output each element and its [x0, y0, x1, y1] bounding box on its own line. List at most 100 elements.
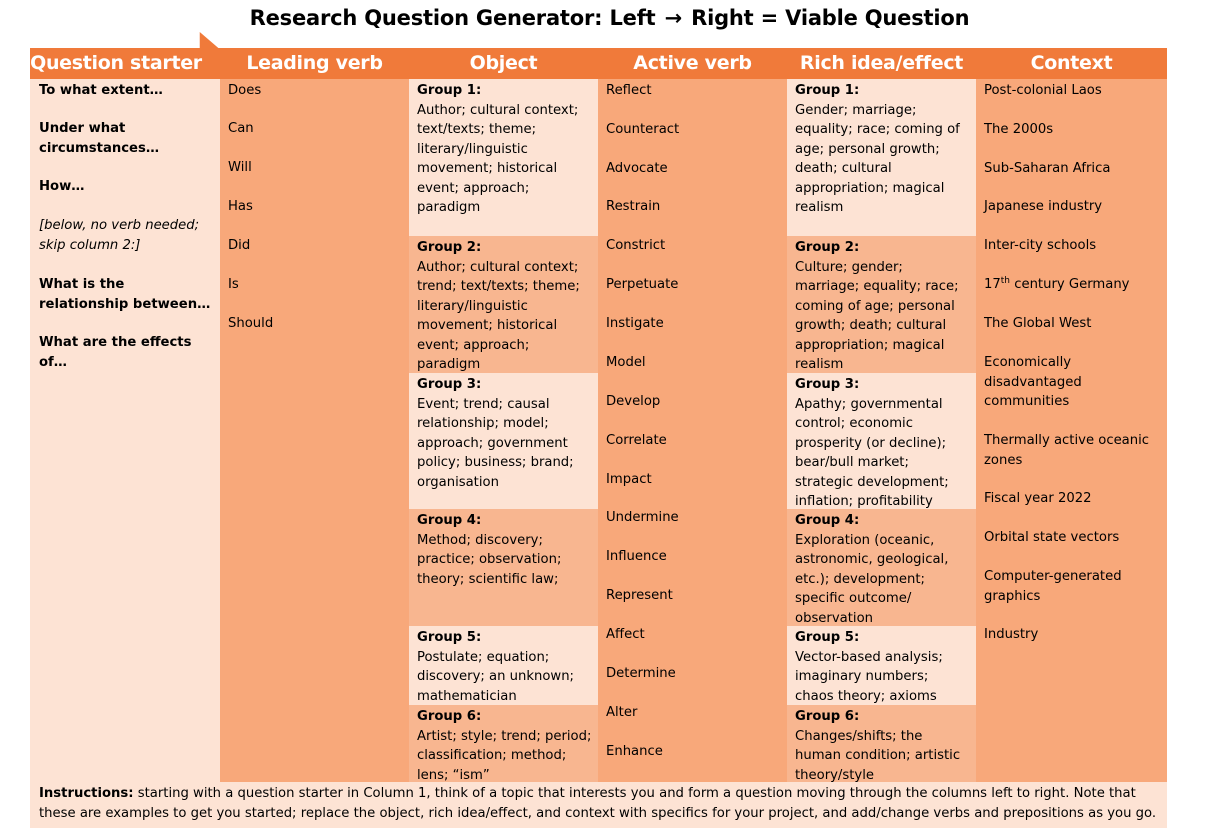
active-verb: Enhance	[606, 744, 663, 759]
object-group: Group 1: Author; cultural context; text/…	[409, 79, 598, 236]
active-verb: Correlate	[606, 433, 667, 448]
group-text: Author; cultural context; trend; text/te…	[417, 259, 580, 373]
leading-verb: Did	[228, 238, 251, 253]
group-text: Vector-based analysis; imaginary numbers…	[795, 649, 943, 704]
group-text: Apathy; governmental control; economic p…	[795, 396, 949, 510]
rich-idea-group: Group 1: Gender; marriage; equality; rac…	[787, 79, 976, 236]
rich-idea-column: Group 1: Gender; marriage; equality; rac…	[787, 79, 976, 783]
context-item: Sub-Saharan Africa	[984, 161, 1111, 176]
active-verb: Model	[606, 355, 646, 370]
context-text: century Germany	[1010, 277, 1130, 292]
active-verb: Counteract	[606, 122, 680, 137]
rich-idea-group: Group 6: Changes/shifts; the human condi…	[787, 705, 976, 783]
group-label: Group 3:	[417, 377, 482, 392]
group-text: Culture; gender; marriage; equality; rac…	[795, 259, 959, 373]
right-arrow-icon: →	[664, 6, 683, 30]
group-label: Group 6:	[417, 709, 482, 724]
group-label: Group 1:	[795, 83, 860, 98]
group-label: Group 2:	[417, 240, 482, 255]
leading-verb-column: Does Can Will Has Did Is Should	[220, 79, 409, 782]
context-item: Industry	[984, 627, 1039, 642]
header-active-verb: Active verb	[633, 52, 752, 74]
rich-idea-group: Group 4: Exploration (oceanic, astronomi…	[787, 509, 976, 626]
page-title: Research Question Generator: Left → Righ…	[0, 6, 1219, 30]
context-column: Post-colonial Laos The 2000s Sub-Saharan…	[976, 79, 1167, 782]
group-label: Group 1:	[417, 83, 482, 98]
question-starter-column: To what extent… Under what circumstances…	[30, 79, 220, 782]
context-item: Japanese industry	[984, 199, 1103, 214]
rich-idea-group: Group 5: Vector-based analysis; imaginar…	[787, 626, 976, 705]
group-label: Group 4:	[795, 513, 860, 528]
active-verb: Impact	[606, 472, 652, 487]
group-label: Group 4:	[417, 513, 482, 528]
title-left: Research Question Generator: Left	[249, 6, 656, 30]
active-verb: Reflect	[606, 83, 652, 98]
context-item: Computer-generated graphics	[984, 569, 1122, 604]
active-verb: Determine	[606, 666, 676, 681]
group-text: Postulate; equation; discovery; an unkno…	[417, 649, 575, 704]
leading-verb: Will	[228, 160, 252, 175]
header-question-starter: Question starter	[30, 52, 202, 74]
question-starter: What is the relationship between…	[39, 277, 211, 312]
active-verb: Advocate	[606, 161, 668, 176]
context-item: The 2000s	[984, 122, 1054, 137]
group-text: Gender; marriage; equality; race; coming…	[795, 102, 960, 216]
header-object: Object	[469, 52, 538, 74]
active-verb: Affect	[606, 627, 645, 642]
leading-verb: Has	[228, 199, 253, 214]
context-item: Economically disadvantaged communities	[984, 355, 1082, 409]
active-verb: Alter	[606, 705, 638, 720]
context-number: 17	[984, 277, 1001, 292]
context-item: Inter-city schools	[984, 238, 1097, 253]
header-rich-idea: Rich idea/effect	[799, 52, 964, 74]
group-text: Event; trend; causal relationship; model…	[417, 396, 574, 490]
group-text: Changes/shifts; the human condition; art…	[795, 728, 961, 783]
active-verb: Constrict	[606, 238, 666, 253]
context-item: The Global West	[984, 316, 1092, 331]
context-item: Orbital state vectors	[984, 530, 1120, 545]
object-group: Group 6: Artist; style; trend; period; c…	[409, 705, 598, 783]
leading-verb: Is	[228, 277, 239, 292]
group-label: Group 5:	[417, 630, 482, 645]
object-group: Group 2: Author; cultural context; trend…	[409, 236, 598, 373]
group-text: Artist; style; trend; period; classifica…	[417, 728, 592, 783]
context-item: Fiscal year 2022	[984, 491, 1092, 506]
leading-verb: Should	[228, 316, 274, 331]
object-column: Group 1: Author; cultural context; text/…	[409, 79, 598, 783]
context-item: Post-colonial Laos	[984, 83, 1102, 98]
context-item: 17th century Germany	[984, 275, 1160, 295]
question-starter: How…	[39, 179, 85, 194]
group-text: Author; cultural context; text/texts; th…	[417, 102, 579, 216]
context-superscript: th	[1000, 276, 1011, 286]
rich-idea-group: Group 3: Apathy; governmental control; e…	[787, 373, 976, 509]
question-starter: Under what circumstances…	[39, 121, 160, 156]
title-right: Right = Viable Question	[691, 6, 970, 30]
instructions-text: starting with a question starter in Colu…	[39, 786, 1157, 821]
group-label: Group 2:	[795, 240, 860, 255]
active-verb: Instigate	[606, 316, 664, 331]
active-verb: Influence	[606, 549, 667, 564]
object-group: Group 4: Method; discovery; practice; ob…	[409, 509, 598, 626]
group-label: Group 3:	[795, 377, 860, 392]
group-text: Method; discovery; practice; observation…	[417, 532, 562, 587]
question-starter: What are the effects of…	[39, 335, 192, 370]
question-starter-note: [below, no verb needed; skip column 2:]	[39, 218, 200, 253]
active-verb: Perpetuate	[606, 277, 679, 292]
leading-verb: Does	[228, 83, 262, 98]
header-leading-verb: Leading verb	[246, 52, 383, 74]
group-text: Exploration (oceanic, astronomic, geolog…	[795, 532, 949, 626]
active-verb: Represent	[606, 588, 673, 603]
question-starter: To what extent…	[39, 83, 163, 98]
leading-verb: Can	[228, 121, 254, 136]
instructions-label: Instructions:	[39, 786, 134, 801]
active-verb: Develop	[606, 394, 661, 409]
object-group: Group 3: Event; trend; causal relationsh…	[409, 373, 598, 509]
active-verb: Undermine	[606, 510, 679, 525]
object-group: Group 5: Postulate; equation; discovery;…	[409, 626, 598, 705]
rich-idea-group: Group 2: Culture; gender; marriage; equa…	[787, 236, 976, 373]
group-label: Group 6:	[795, 709, 860, 724]
active-verb-column: Reflect Counteract Advocate Restrain Con…	[598, 79, 787, 782]
context-item: Thermally active oceanic zones	[984, 433, 1150, 468]
instructions-box: Instructions: starting with a question s…	[30, 782, 1167, 828]
header-context: Context	[1030, 52, 1113, 74]
